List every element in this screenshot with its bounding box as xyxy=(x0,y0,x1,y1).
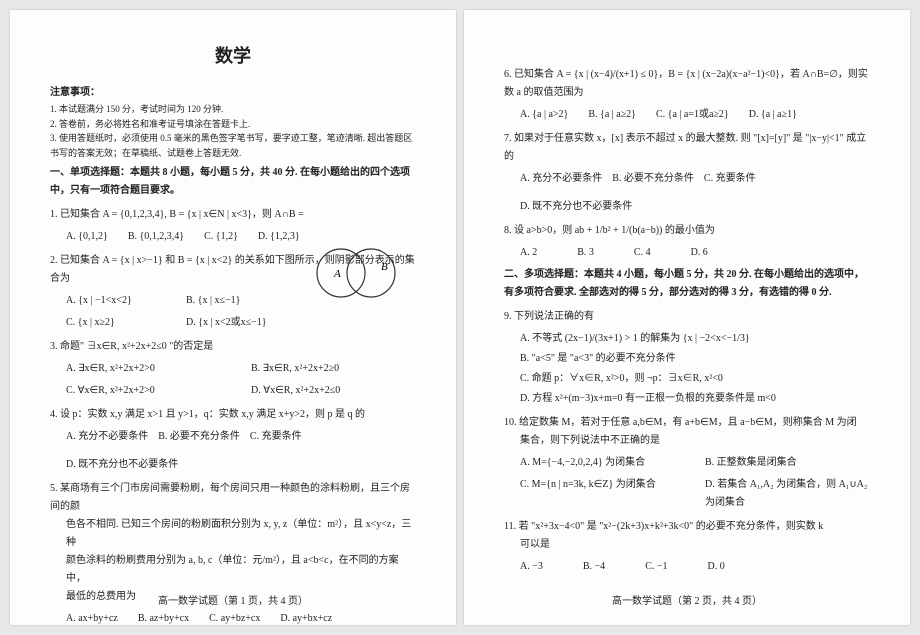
question-5-options: A. ax+by+cz B. az+by+cx C. ay+bz+cx D. a… xyxy=(66,610,416,628)
question-5-line2: 色各不相同. 已知三个房间的粉刷面积分别为 x, y, z（单位：m²），且 x… xyxy=(66,516,416,552)
question-5-line3: 颜色涂料的粉刷费用分别为 a, b, c（单位：元/m²），且 a<b<c，在不… xyxy=(66,552,416,588)
q1-opt-d: D. {1,2,3} xyxy=(258,228,300,246)
q10-opt-d: D. 若集合 A₁,A₂ 为闭集合，则 A₁∪A₂ 为闭集合 xyxy=(705,476,870,512)
q11-opt-a: A. −3 xyxy=(520,558,543,576)
q5-opt-d: D. ay+bx+cz xyxy=(280,610,332,628)
question-8-options: A. 2 B. 3 C. 4 D. 6 xyxy=(520,244,870,262)
question-1: 1. 已知集合 A = {0,1,2,3,4}, B = {x | x∈N | … xyxy=(50,206,416,224)
question-3-options: A. ∃x∈R, x²+2x+2>0 B. ∃x∈R, x²+2x+2≥0 C.… xyxy=(66,360,416,400)
question-5-line1: 5. 某商场有三个门市房间需要粉刷，每个房间只用一种颜色的涂料粉刷，且三个房间的… xyxy=(50,480,416,516)
q6-opt-b: B. {a | a≥2} xyxy=(588,106,636,124)
notice-heading: 注意事项： xyxy=(50,84,416,102)
q6-opt-d: D. {a | a≥1} xyxy=(749,106,797,124)
q7-opt-c: C. 充要条件 xyxy=(704,170,756,188)
question-9: 9. 下列说法正确的有 xyxy=(504,308,870,326)
q2-opt-c: C. {x | x≥2} xyxy=(66,314,166,332)
venn-label-b: B xyxy=(381,261,388,273)
question-10-options: A. M={−4,−2,0,2,4} 为闭集合 B. 正整数集是闭集合 C. M… xyxy=(520,454,870,512)
q2-opt-a: A. {x | −1<x<2} xyxy=(66,292,166,310)
q3-opt-c: C. ∀x∈R, x²+2x+2>0 xyxy=(66,382,231,400)
venn-label-a: A xyxy=(333,268,341,280)
question-3: 3. 命题" ∃x∈R, x²+2x+2≤0 "的否定是 xyxy=(50,338,416,356)
q5-opt-c: C. ay+bz+cx xyxy=(209,610,260,628)
question-7-options: A. 充分不必要条件 B. 必要不充分条件 C. 充要条件 D. 既不充分也不必… xyxy=(520,170,870,216)
question-9-options: A. 不等式 (2x−1)/(3x+1) > 1 的解集为 {x | −2<x<… xyxy=(520,330,870,408)
page-right: 6. 已知集合 A = {x | (x−4)/(x+1) ≤ 0}，B = {x… xyxy=(464,10,910,625)
notice-3: 3. 使用答题纸时，必须使用 0.5 毫米的黑色签字笔书写，要字迹工整，笔迹清晰… xyxy=(50,131,416,160)
q3-opt-d: D. ∀x∈R, x²+2x+2≤0 xyxy=(251,382,416,400)
q8-opt-a: A. 2 xyxy=(520,244,537,262)
q9-opt-c: C. 命题 p：∀x∈R, x²>0，则 ¬p：∃x∈R, x²<0 xyxy=(520,370,870,388)
question-6-options: A. {a | a>2} B. {a | a≥2} C. {a | a=1或a≥… xyxy=(520,106,870,124)
question-11-line1: 11. 若 "x²+3x−4<0" 是 "x²−(2k+3)x+k²+3k<0"… xyxy=(504,518,870,536)
footer-right: 高一数学试题（第 2 页，共 4 页） xyxy=(464,593,910,611)
q6-opt-a: A. {a | a>2} xyxy=(520,106,568,124)
question-6: 6. 已知集合 A = {x | (x−4)/(x+1) ≤ 0}，B = {x… xyxy=(504,66,870,102)
question-10-line1: 10. 给定数集 M，若对于任意 a,b∈M，有 a+b∈M，且 a−b∈M，则… xyxy=(504,414,870,432)
q4-opt-d: D. 既不充分也不必要条件 xyxy=(66,456,178,474)
q11-opt-d: D. 0 xyxy=(708,558,725,576)
question-11-line2: 可以是 xyxy=(520,536,870,554)
footer-left: 高一数学试题（第 1 页，共 4 页） xyxy=(10,593,456,611)
q9-opt-b: B. "a<5" 是 "a<3" 的必要不充分条件 xyxy=(520,350,870,368)
q9-opt-d: D. 方程 x²+(m−3)x+m=0 有一正根一负根的充要条件是 m<0 xyxy=(520,390,870,408)
q11-opt-c: C. −1 xyxy=(645,558,667,576)
q5-opt-b: B. az+by+cx xyxy=(138,610,189,628)
q3-opt-a: A. ∃x∈R, x²+2x+2>0 xyxy=(66,360,231,378)
q8-opt-c: C. 4 xyxy=(634,244,651,262)
notice-1: 1. 本试题满分 150 分，考试时间为 120 分钟. xyxy=(50,102,416,116)
section-2-heading: 二、多项选择题：本题共 4 小题，每小题 5 分，共 20 分. 在每小题给出的… xyxy=(504,266,870,302)
question-4-options: A. 充分不必要条件 B. 必要不充分条件 C. 充要条件 D. 既不充分也不必… xyxy=(66,428,416,474)
q4-opt-a: A. 充分不必要条件 xyxy=(66,428,148,446)
q10-opt-b: B. 正整数集是闭集合 xyxy=(705,454,870,472)
q1-opt-c: C. {1,2} xyxy=(204,228,238,246)
q9-opt-a: A. 不等式 (2x−1)/(3x+1) > 1 的解集为 {x | −2<x<… xyxy=(520,330,870,348)
q2-opt-b: B. {x | x≤−1} xyxy=(186,292,286,310)
q1-opt-a: A. {0,1,2} xyxy=(66,228,108,246)
q4-opt-b: B. 必要不充分条件 xyxy=(158,428,240,446)
page-left: 数学 注意事项： 1. 本试题满分 150 分，考试时间为 120 分钟. 2.… xyxy=(10,10,456,625)
q4-opt-c: C. 充要条件 xyxy=(250,428,302,446)
q5-opt-a: A. ax+by+cz xyxy=(66,610,118,628)
q8-opt-d: D. 6 xyxy=(691,244,708,262)
question-2-options: A. {x | −1<x<2} B. {x | x≤−1} C. {x | x≥… xyxy=(66,292,286,332)
q7-opt-b: B. 必要不充分条件 xyxy=(612,170,694,188)
q8-opt-b: B. 3 xyxy=(577,244,594,262)
q6-opt-c: C. {a | a=1或a≥2} xyxy=(656,106,729,124)
question-4: 4. 设 p：实数 x,y 满足 x>1 且 y>1，q：实数 x,y 满足 x… xyxy=(50,406,416,424)
q2-opt-d: D. {x | x<2或x≤−1} xyxy=(186,314,286,332)
q1-opt-b: B. {0,1,2,3,4} xyxy=(128,228,184,246)
q7-opt-a: A. 充分不必要条件 xyxy=(520,170,602,188)
q10-opt-c: C. M={n | n=3k, k∈Z} 为闭集合 xyxy=(520,476,685,512)
exam-title: 数学 xyxy=(50,40,416,72)
notice-2: 2. 答卷前，务必将姓名和准考证号填涂在答题卡上. xyxy=(50,117,416,131)
q7-opt-d: D. 既不充分也不必要条件 xyxy=(520,198,632,216)
question-10-line2: 集合，则下列说法中不正确的是 xyxy=(520,432,870,450)
question-8: 8. 设 a>b>0，则 ab + 1/b² + 1/(b(a−b)) 的最小值… xyxy=(504,222,870,240)
venn-diagram: A B xyxy=(306,245,406,300)
question-7: 7. 如果对于任意实数 x，[x] 表示不超过 x 的最大整数. 则 "[x]=… xyxy=(504,130,870,166)
q10-opt-a: A. M={−4,−2,0,2,4} 为闭集合 xyxy=(520,454,685,472)
question-11-options: A. −3 B. −4 C. −1 D. 0 xyxy=(520,558,870,576)
q11-opt-b: B. −4 xyxy=(583,558,605,576)
question-1-options: A. {0,1,2} B. {0,1,2,3,4} C. {1,2} D. {1… xyxy=(66,228,416,246)
q3-opt-b: B. ∃x∈R, x²+2x+2≥0 xyxy=(251,360,416,378)
section-1-heading: 一、单项选择题：本题共 8 小题，每小题 5 分，共 40 分. 在每小题给出的… xyxy=(50,164,416,200)
